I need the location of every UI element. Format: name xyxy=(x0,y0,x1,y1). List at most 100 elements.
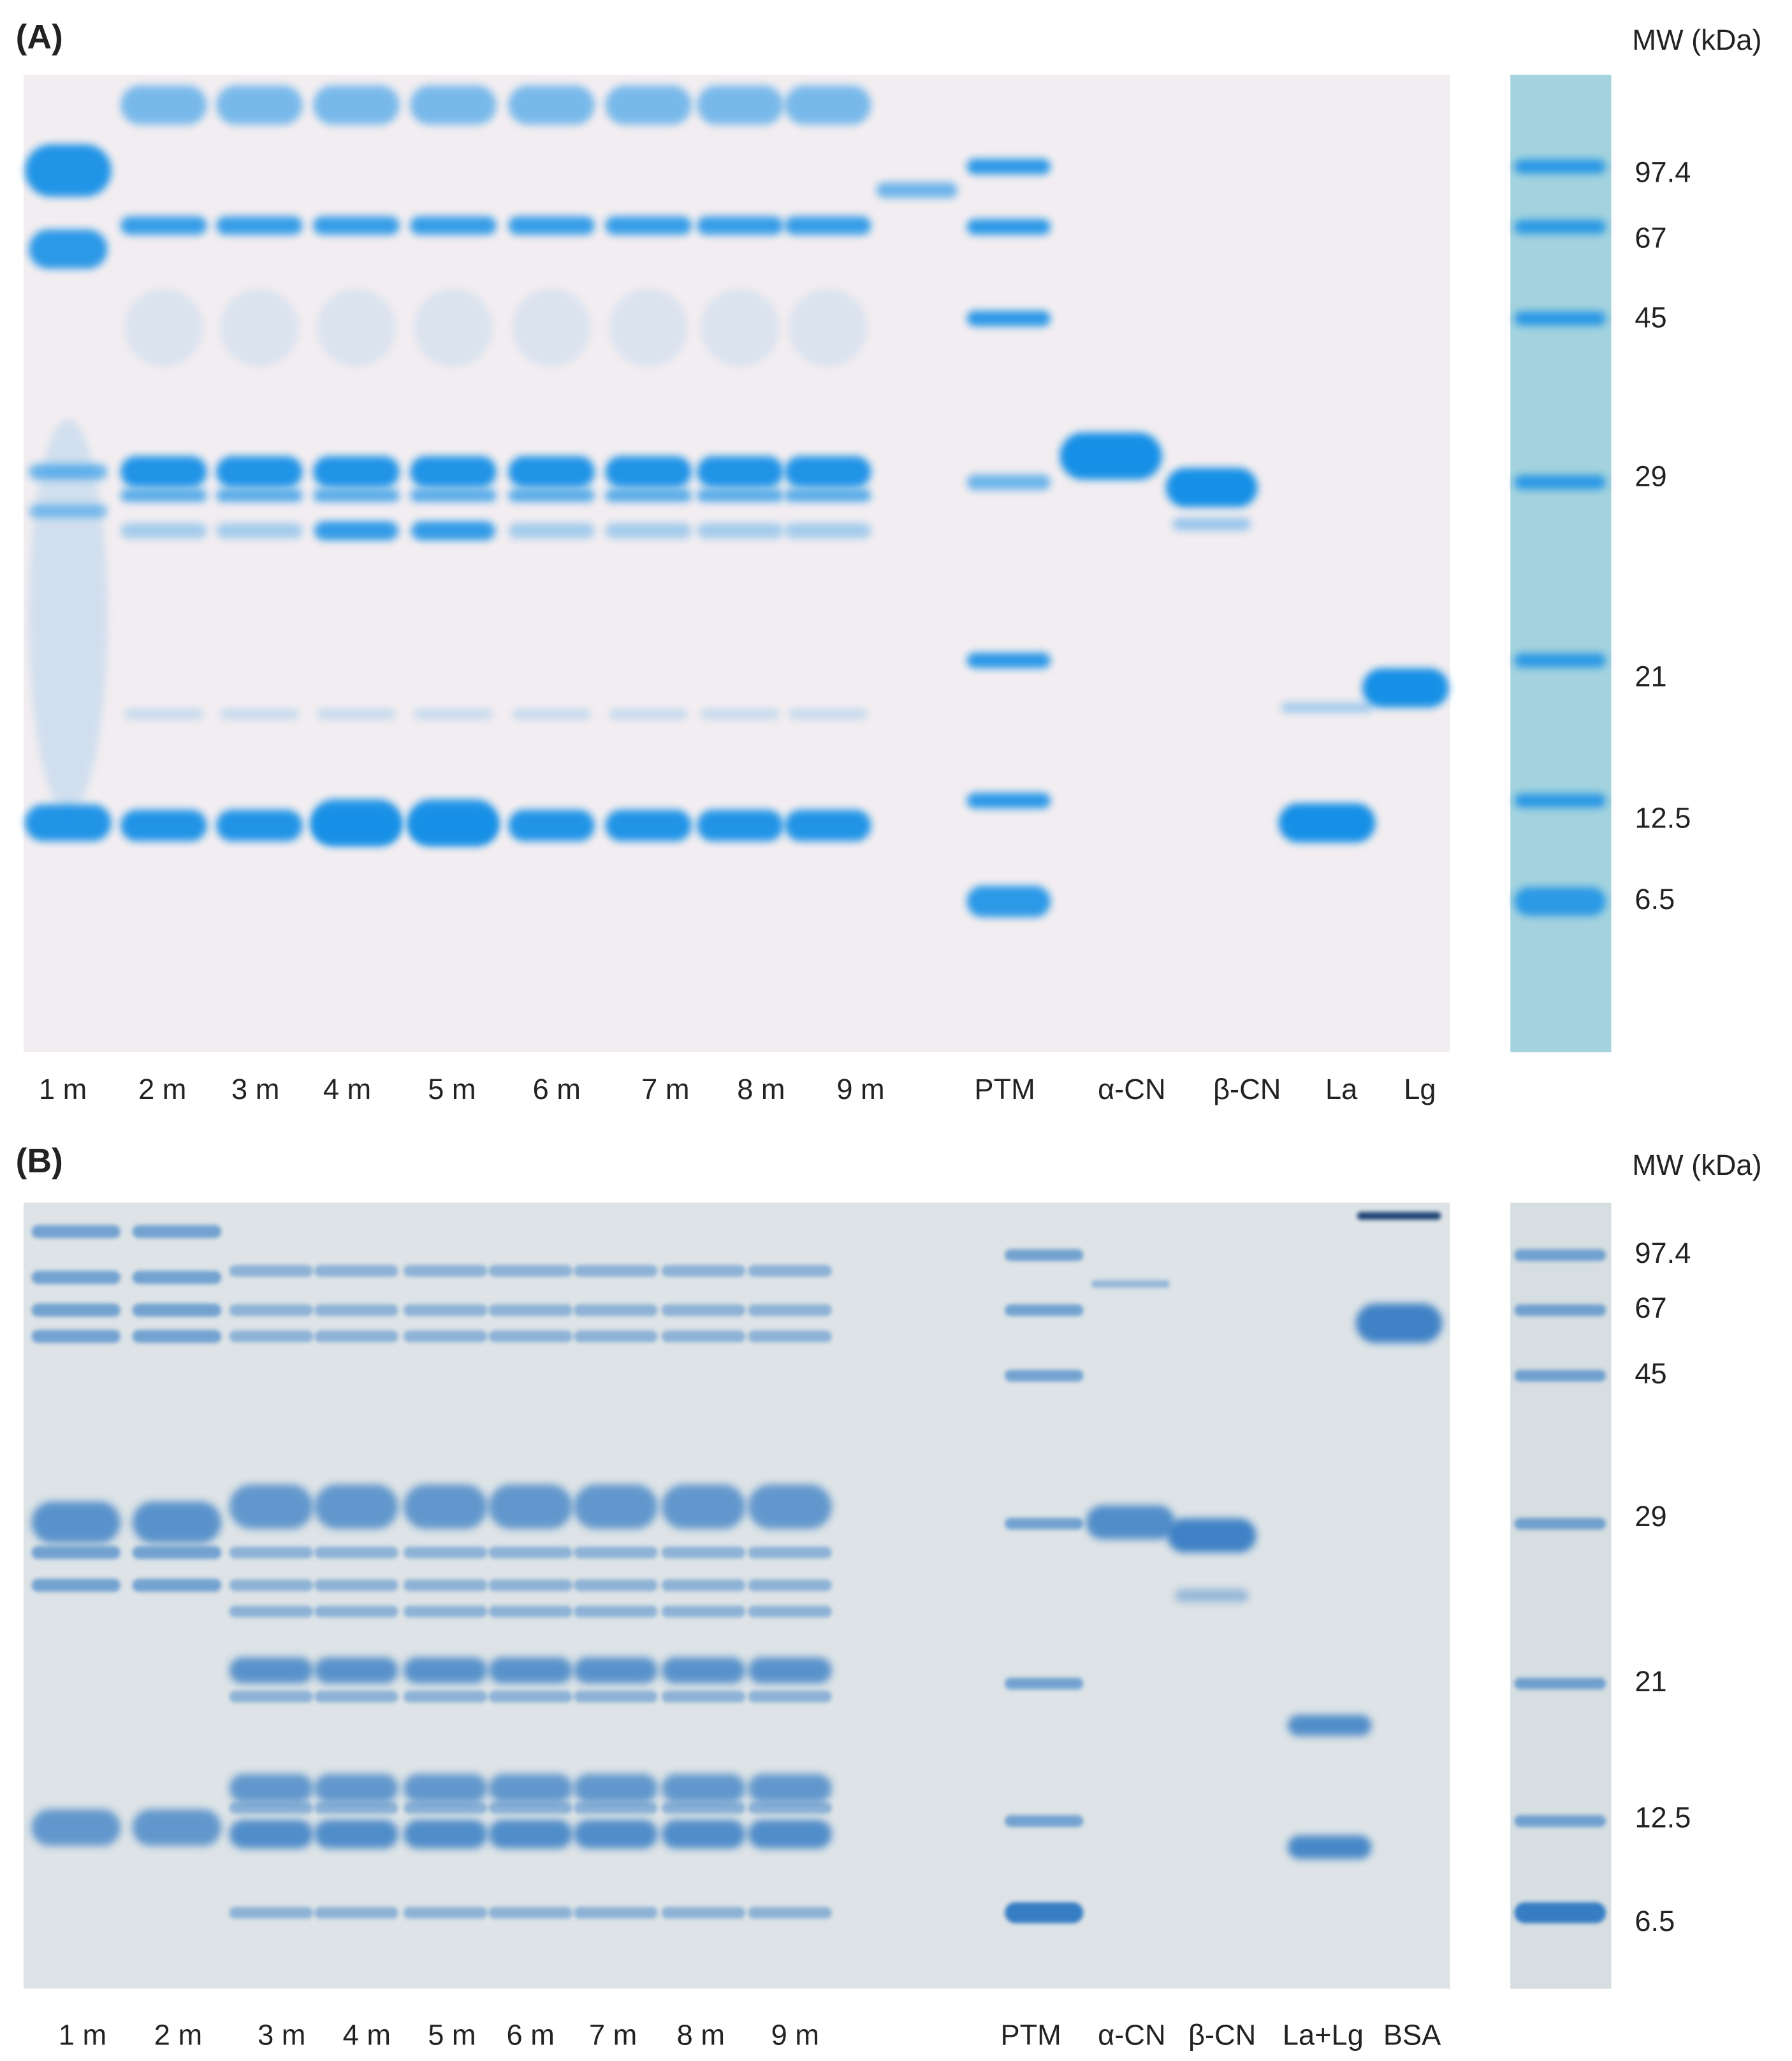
lane-label: 8 m xyxy=(677,2019,725,2051)
band xyxy=(966,159,1051,175)
band xyxy=(229,1773,314,1803)
band xyxy=(574,1547,658,1559)
mw-label: 12.5 xyxy=(1635,802,1691,834)
band xyxy=(488,1907,572,1919)
band xyxy=(609,288,688,367)
band xyxy=(661,1484,746,1529)
band xyxy=(132,1501,222,1543)
band xyxy=(1091,1279,1170,1288)
band xyxy=(403,1330,488,1343)
band xyxy=(661,1330,746,1343)
band xyxy=(701,709,780,720)
band xyxy=(574,1330,658,1343)
band xyxy=(748,1819,832,1849)
band xyxy=(216,523,303,539)
band xyxy=(488,1773,572,1803)
band xyxy=(697,216,783,235)
band xyxy=(407,799,499,847)
panel-label: (A) xyxy=(16,18,63,56)
band xyxy=(229,1547,314,1559)
mw-label: 29 xyxy=(1635,1500,1666,1533)
mw-label: 12.5 xyxy=(1635,1801,1691,1833)
mw-label: 6.5 xyxy=(1635,883,1675,915)
lane-label: 2 m xyxy=(154,2019,202,2051)
band xyxy=(748,1605,832,1618)
band xyxy=(120,523,207,539)
lane-label: 6 m xyxy=(507,2019,555,2051)
band xyxy=(1514,1677,1606,1690)
band xyxy=(508,456,595,488)
lane-label: 4 m xyxy=(323,1073,371,1105)
band xyxy=(414,288,493,367)
band xyxy=(661,1657,746,1684)
band xyxy=(488,1304,572,1316)
band xyxy=(748,1579,832,1591)
lane-label: α-CN xyxy=(1098,1073,1165,1105)
band xyxy=(661,1579,746,1591)
lane-label: 5 m xyxy=(428,2019,476,2051)
band xyxy=(661,1819,746,1849)
band xyxy=(488,1484,572,1529)
band xyxy=(1060,432,1162,480)
band xyxy=(748,1547,832,1559)
band xyxy=(1005,1677,1084,1690)
band xyxy=(313,488,400,502)
band xyxy=(314,1907,398,1919)
lane-label: 2 m xyxy=(138,1073,186,1105)
band xyxy=(748,1484,832,1529)
band xyxy=(1005,1249,1084,1262)
band xyxy=(1005,1369,1084,1382)
band xyxy=(313,216,400,235)
mw-label: 6.5 xyxy=(1635,1905,1675,1937)
band xyxy=(31,1501,121,1543)
band xyxy=(310,799,402,847)
band xyxy=(314,1802,398,1814)
band xyxy=(488,1691,572,1703)
band xyxy=(403,1265,488,1277)
band xyxy=(661,1265,746,1277)
band xyxy=(966,652,1051,669)
band xyxy=(313,85,400,125)
band xyxy=(1175,1589,1249,1603)
band xyxy=(876,182,958,198)
band xyxy=(661,1605,746,1618)
band xyxy=(1514,1369,1606,1382)
lane-label: α-CN xyxy=(1098,2019,1165,2051)
band xyxy=(1514,311,1606,326)
band xyxy=(661,1304,746,1316)
lane-label: 5 m xyxy=(428,1073,476,1105)
band xyxy=(1514,1517,1606,1530)
band xyxy=(966,885,1051,917)
band xyxy=(1172,518,1251,531)
band xyxy=(313,456,400,488)
band xyxy=(31,1303,121,1317)
panel-label: (B) xyxy=(16,1142,63,1180)
band xyxy=(1514,793,1606,808)
band xyxy=(1362,668,1449,708)
mw-label: 21 xyxy=(1635,660,1666,693)
band xyxy=(132,1271,222,1285)
band xyxy=(697,523,783,539)
band xyxy=(229,1304,314,1316)
band xyxy=(488,1605,572,1618)
band xyxy=(314,1265,398,1277)
band xyxy=(220,709,299,720)
band xyxy=(317,288,396,367)
band xyxy=(29,229,108,269)
band xyxy=(31,1225,121,1239)
mw-label: 97.4 xyxy=(1635,156,1691,189)
band xyxy=(403,1484,488,1529)
band xyxy=(661,1691,746,1703)
band xyxy=(966,310,1051,327)
band xyxy=(574,1265,658,1277)
band xyxy=(216,488,303,502)
lane-label: 3 m xyxy=(231,1073,279,1105)
band xyxy=(229,1330,314,1343)
band xyxy=(966,792,1051,809)
lane-label: Lg xyxy=(1404,1073,1436,1105)
band xyxy=(574,1605,658,1618)
band xyxy=(216,85,303,125)
band xyxy=(1005,1304,1084,1316)
band xyxy=(403,1819,488,1849)
